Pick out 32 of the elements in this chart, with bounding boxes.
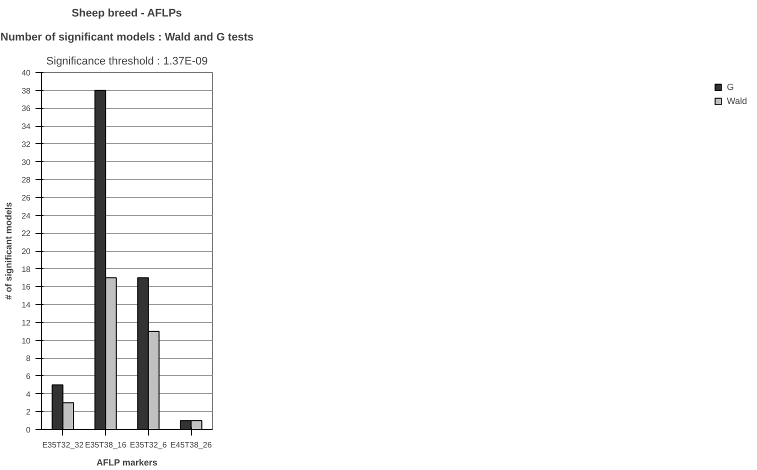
y-tick-label: 28 — [22, 176, 32, 185]
y-tick-label: 36 — [22, 104, 32, 114]
y-tick-label: 20 — [22, 247, 32, 256]
y-axis-title: # of significant models — [4, 202, 14, 300]
chart-subtitle: Number of significant models : Wald and G tests — [0, 32, 254, 44]
legend-label: G — [726, 82, 735, 92]
x-tick-label: E45T38_26 — [170, 440, 212, 450]
y-tick-label: 40 — [22, 68, 32, 78]
y-tick-label: 10 — [22, 336, 32, 346]
y-tick-label: 2 — [26, 408, 32, 417]
y-tick-label: 6 — [26, 372, 32, 381]
text: Significance threshold : 1.37E-09 — [46, 56, 208, 68]
y-tick-label: 32 — [22, 140, 32, 149]
y-tick-label: 30 — [22, 158, 32, 167]
y-tick-label: 12 — [22, 318, 32, 328]
y-tick-label: 26 — [22, 193, 32, 202]
y-tick-label: 8 — [26, 354, 32, 364]
y-tick-label: 24 — [22, 211, 32, 220]
y-tick-label: 22 — [22, 229, 32, 238]
x-tick-label: E35T32_32 — [42, 440, 84, 450]
y-tick-label: 4 — [26, 390, 32, 399]
x-tick-label: E35T32_6 — [130, 440, 168, 450]
y-tick-label: 18 — [22, 264, 32, 274]
y-tick-label: 34 — [22, 122, 32, 132]
y-tick-label: 0 — [26, 426, 32, 434]
y-tick-label: 14 — [22, 300, 32, 310]
y-tick-label: 38 — [22, 86, 32, 96]
x-tick-label: E35T38_16 — [84, 440, 127, 450]
legend-label: Wald — [726, 96, 747, 106]
y-tick-label: 16 — [22, 282, 32, 292]
chart-title: Sheep breed - AFLPs — [72, 8, 182, 20]
x-axis-title: AFLP markers — [96, 458, 158, 468]
